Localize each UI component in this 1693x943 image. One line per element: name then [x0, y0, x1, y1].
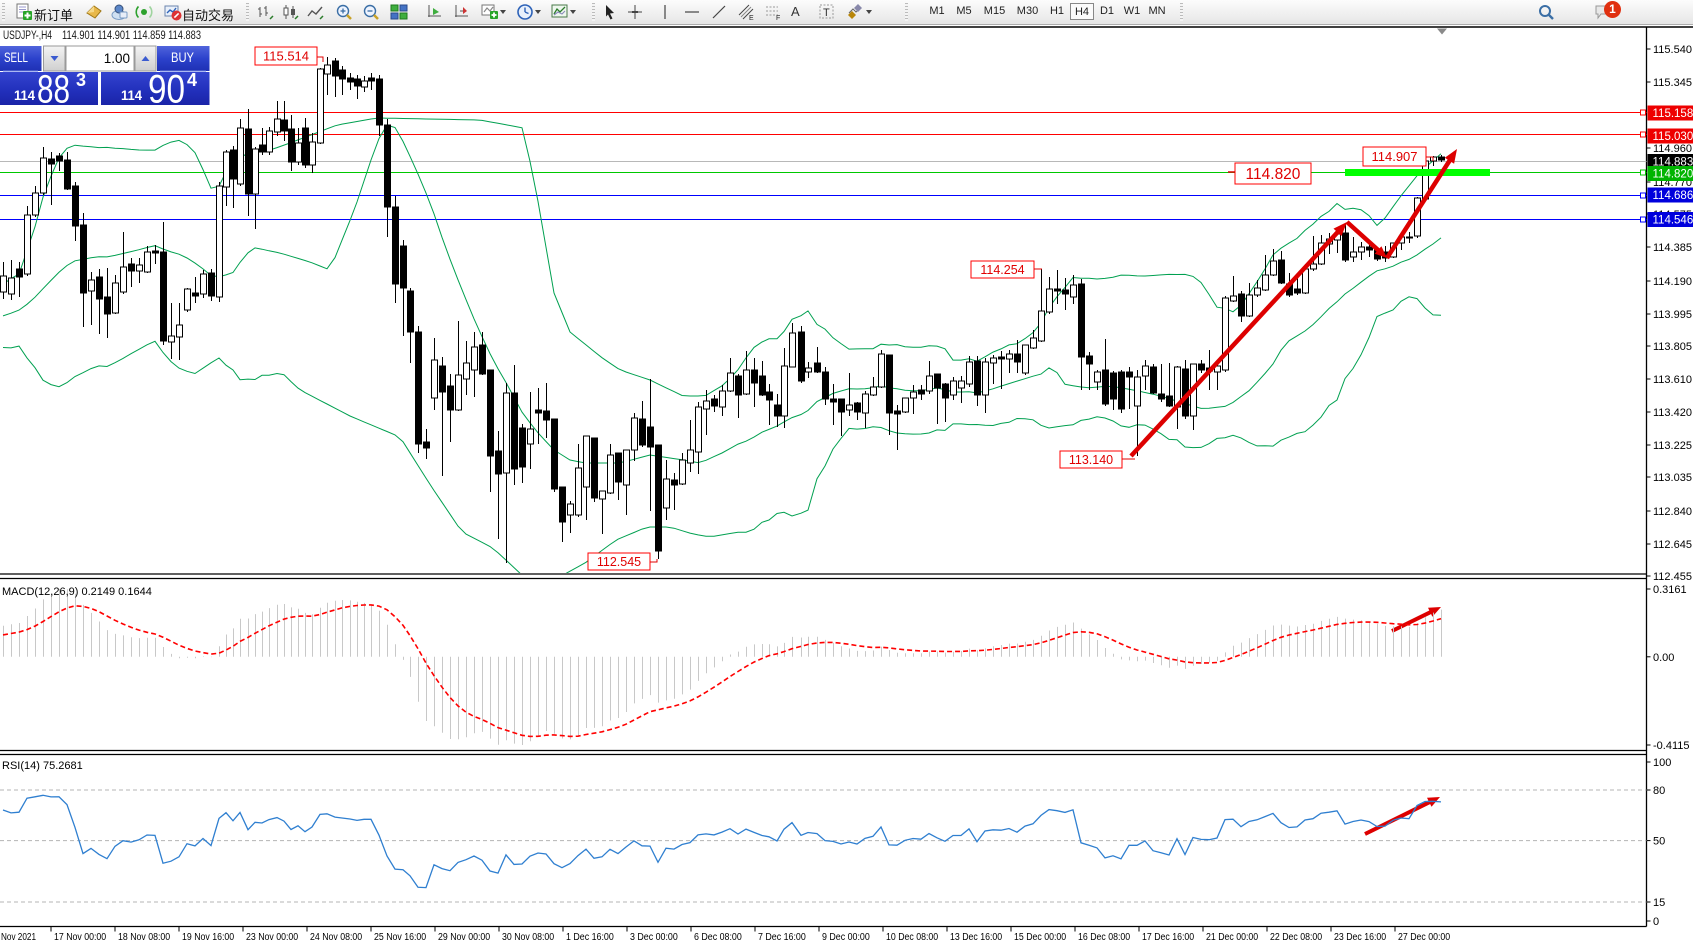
- svg-text:113.140: 113.140: [1069, 453, 1113, 467]
- svg-text:115.345: 115.345: [1653, 77, 1692, 89]
- svg-text:23 Dec 16:00: 23 Dec 16:00: [1334, 932, 1387, 943]
- svg-text:10 Dec 08:00: 10 Dec 08:00: [886, 932, 939, 943]
- svg-text:112.840: 112.840: [1653, 506, 1692, 518]
- svg-text:F: F: [776, 15, 780, 21]
- svg-text:114.385: 114.385: [1653, 242, 1692, 254]
- svg-text:23 Nov 00:00: 23 Nov 00:00: [246, 932, 299, 943]
- svg-text:114.546: 114.546: [1653, 215, 1693, 227]
- svg-text:22 Dec 08:00: 22 Dec 08:00: [1270, 932, 1323, 943]
- svg-text:114.820: 114.820: [1246, 166, 1301, 183]
- svg-text:50: 50: [1653, 836, 1665, 848]
- svg-text:-0.4115: -0.4115: [1653, 740, 1690, 752]
- svg-text:114.883: 114.883: [1653, 157, 1693, 169]
- svg-text:113.035: 113.035: [1653, 472, 1692, 484]
- svg-text:15 Dec 00:00: 15 Dec 00:00: [1014, 932, 1067, 943]
- svg-text:RSI(14) 75.2681: RSI(14) 75.2681: [2, 760, 83, 772]
- svg-text:3 Dec 00:00: 3 Dec 00:00: [630, 932, 678, 943]
- svg-text:9 Dec 00:00: 9 Dec 00:00: [822, 932, 870, 943]
- svg-text:3: 3: [76, 70, 86, 90]
- svg-text:115.540: 115.540: [1653, 44, 1692, 56]
- svg-text:114.820: 114.820: [1653, 169, 1693, 181]
- svg-text:6 Dec 08:00: 6 Dec 08:00: [694, 932, 742, 943]
- svg-text:30 Nov 08:00: 30 Nov 08:00: [502, 932, 555, 943]
- svg-text:17 Nov 00:00: 17 Nov 00:00: [54, 932, 107, 943]
- svg-text:16 Dec 08:00: 16 Dec 08:00: [1078, 932, 1131, 943]
- svg-text:80: 80: [1653, 785, 1665, 797]
- svg-text:4: 4: [187, 70, 197, 90]
- svg-text:112.645: 112.645: [1653, 539, 1692, 551]
- svg-text:T: T: [823, 7, 830, 19]
- svg-text:114: 114: [121, 87, 142, 103]
- svg-text:29 Nov 00:00: 29 Nov 00:00: [438, 932, 491, 943]
- svg-text:114.254: 114.254: [980, 263, 1024, 277]
- svg-text:21 Dec 00:00: 21 Dec 00:00: [1206, 932, 1259, 943]
- svg-text:114.686: 114.686: [1653, 190, 1693, 202]
- svg-text:114.190: 114.190: [1653, 276, 1692, 288]
- svg-text:0: 0: [1653, 916, 1659, 928]
- svg-text:15: 15: [1653, 897, 1665, 909]
- svg-text:BUY: BUY: [171, 50, 194, 65]
- svg-text:18 Nov 08:00: 18 Nov 08:00: [118, 932, 171, 943]
- svg-text:114.960: 114.960: [1653, 143, 1692, 155]
- svg-text:90: 90: [148, 68, 185, 112]
- svg-text:USDJPY-,H4: USDJPY-,H4: [3, 30, 52, 42]
- svg-text:7 Dec 16:00: 7 Dec 16:00: [758, 932, 806, 943]
- svg-text:114: 114: [14, 87, 35, 103]
- svg-text:0.3161: 0.3161: [1653, 584, 1687, 596]
- svg-text:E: E: [749, 15, 754, 21]
- svg-text:MACD(12,26,9) 0.2149 0.1644: MACD(12,26,9) 0.2149 0.1644: [2, 586, 152, 598]
- svg-text:113.610: 113.610: [1653, 374, 1692, 386]
- svg-text:17 Dec 16:00: 17 Dec 16:00: [1142, 932, 1195, 943]
- svg-text:113.225: 113.225: [1653, 440, 1692, 452]
- svg-text:13 Dec 16:00: 13 Dec 16:00: [950, 932, 1003, 943]
- svg-text:112.545: 112.545: [597, 555, 641, 569]
- svg-text:115.158: 115.158: [1653, 108, 1693, 120]
- svg-text:1 Dec 16:00: 1 Dec 16:00: [566, 932, 614, 943]
- svg-text:113.805: 113.805: [1653, 341, 1692, 353]
- svg-text:115.514: 115.514: [263, 49, 309, 64]
- svg-text:25 Nov 16:00: 25 Nov 16:00: [374, 932, 427, 943]
- svg-text:19 Nov 16:00: 19 Nov 16:00: [182, 932, 235, 943]
- svg-text:24 Nov 08:00: 24 Nov 08:00: [310, 932, 363, 943]
- svg-text:114.907: 114.907: [1371, 149, 1417, 164]
- svg-text:27 Dec 00:00: 27 Dec 00:00: [1398, 932, 1451, 943]
- svg-text:88: 88: [37, 68, 70, 112]
- svg-text:112.455: 112.455: [1653, 571, 1692, 583]
- svg-text:SELL: SELL: [4, 50, 28, 65]
- svg-text:Nov 2021: Nov 2021: [1, 932, 36, 943]
- svg-text:114.901 114.901 114.859 114.88: 114.901 114.901 114.859 114.883: [62, 30, 201, 42]
- svg-text:113.995: 113.995: [1653, 309, 1692, 321]
- svg-text:0.00: 0.00: [1653, 652, 1674, 664]
- svg-text:113.420: 113.420: [1653, 407, 1692, 419]
- svg-text:115.030: 115.030: [1653, 131, 1693, 143]
- svg-text:100: 100: [1653, 757, 1671, 769]
- svg-text:1.00: 1.00: [104, 51, 130, 66]
